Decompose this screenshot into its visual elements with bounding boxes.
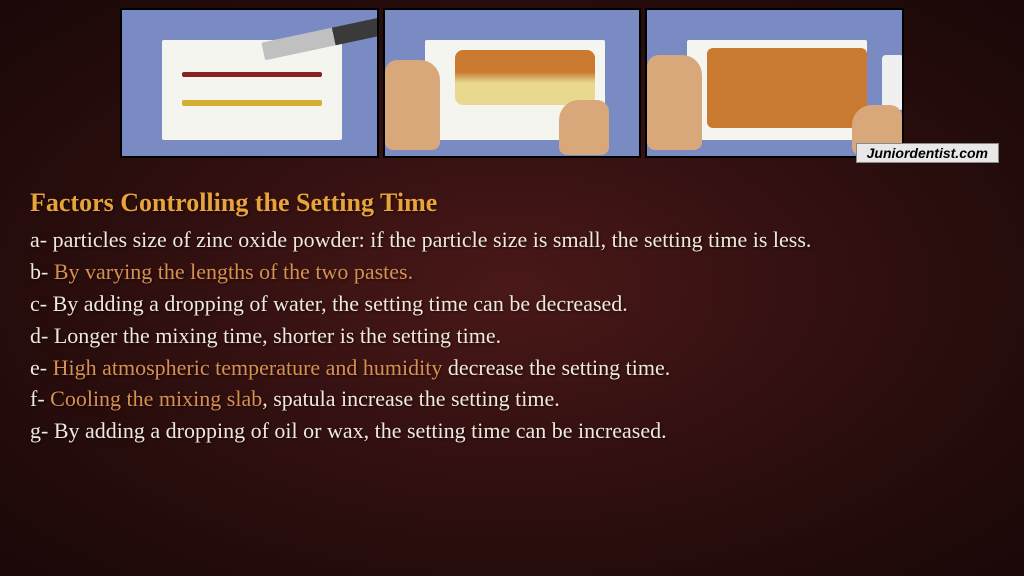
content-block: Factors Controlling the Setting Time a- … — [0, 158, 1024, 447]
demo-image-mixing-start — [383, 8, 642, 158]
factor-a: a- particles size of zinc oxide powder: … — [30, 224, 994, 256]
factor-b: b- By varying the lengths of the two pas… — [30, 256, 994, 288]
factor-e: e- High atmospheric temperature and humi… — [30, 352, 994, 384]
factor-c: c- By adding a dropping of water, the se… — [30, 288, 994, 320]
factor-b-accent: By varying the lengths of the two pastes… — [54, 259, 413, 284]
slide: Juniordentist.com Factors Controlling th… — [0, 0, 1024, 576]
factor-a-post: : if the particle size is small, the set… — [359, 227, 812, 252]
factor-f: f- Cooling the mixing slab, spatula incr… — [30, 383, 994, 415]
demo-image-mixing-spread — [645, 8, 904, 158]
demo-image-spatula — [120, 8, 379, 158]
factor-e-accent: High atmospheric temperature and humidit… — [53, 355, 443, 380]
watermark: Juniordentist.com — [856, 143, 999, 163]
factor-e-pre: e- — [30, 355, 53, 380]
factor-g: g- By adding a dropping of oil or wax, t… — [30, 415, 994, 447]
factor-f-post: , spatula increase the setting time. — [262, 386, 560, 411]
heading: Factors Controlling the Setting Time — [30, 188, 994, 218]
factor-f-accent: Cooling the mixing slab — [50, 386, 262, 411]
factor-e-post: decrease the setting time. — [442, 355, 670, 380]
factor-a-pre: a- particles size of zinc oxide powder — [30, 227, 359, 252]
image-row — [0, 0, 1024, 158]
factor-d: d- Longer the mixing time, shorter is th… — [30, 320, 994, 352]
factor-f-pre: f- — [30, 386, 50, 411]
factor-b-pre: b- — [30, 259, 54, 284]
